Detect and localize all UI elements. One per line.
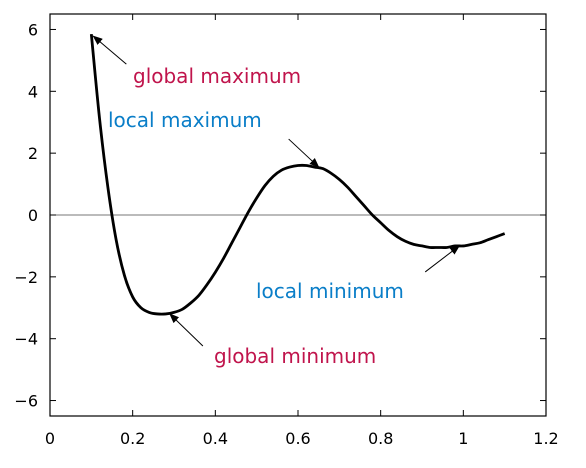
x-tick-label: 0.8 [368, 429, 393, 448]
annotation-local-maximum: local maximum [108, 108, 262, 132]
x-tick-label: 0 [45, 429, 55, 448]
x-tick-label: 0.4 [203, 429, 228, 448]
global-minimum-arrow [169, 313, 204, 347]
annotation-global-minimum: global minimum [214, 344, 376, 368]
y-tick-label: 6 [28, 20, 38, 39]
y-tick-label: 4 [28, 82, 38, 101]
annotation-local-minimum: local minimum [256, 279, 404, 303]
x-axis-ticks: 0 0.2 0.4 0.6 0.8 1 1.2 [45, 14, 559, 448]
local-minimum-arrow [424, 245, 460, 273]
global-maximum-arrow [92, 35, 127, 65]
x-tick-label: 0.6 [285, 429, 310, 448]
y-tick-label: −6 [14, 392, 38, 411]
y-tick-label: −2 [14, 268, 38, 287]
local-maximum-arrow [288, 138, 320, 168]
x-tick-label: 0.2 [120, 429, 145, 448]
y-tick-label: −4 [14, 330, 38, 349]
y-tick-label: 2 [28, 144, 38, 163]
y-axis-ticks: −6 −4 −2 0 2 4 6 [14, 20, 546, 411]
x-tick-label: 1 [458, 429, 468, 448]
y-tick-label: 0 [28, 206, 38, 225]
series-line [89, 33, 506, 316]
x-tick-label: 1.2 [533, 429, 558, 448]
annotation-global-maximum: global maximum [133, 64, 301, 88]
